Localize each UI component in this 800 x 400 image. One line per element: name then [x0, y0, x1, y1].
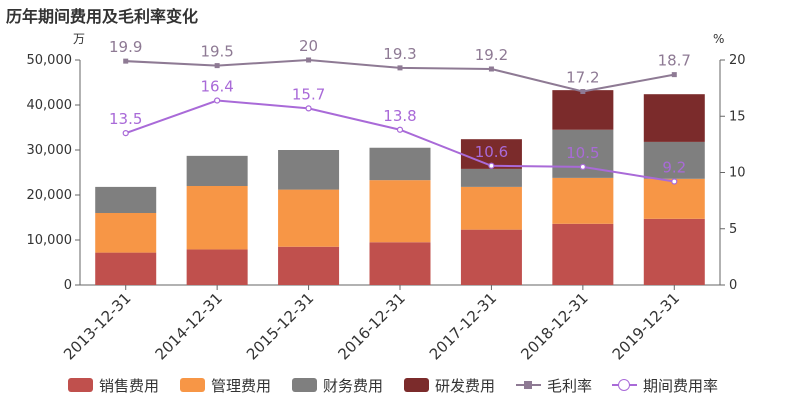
- chart-title: 历年期间费用及毛利率变化: [6, 7, 199, 26]
- point-expense_rate: [305, 105, 312, 112]
- point-gross_margin: [580, 89, 586, 94]
- point-expense_rate: [579, 163, 586, 170]
- right-tick-label: 15: [729, 109, 746, 124]
- bar-admin: [186, 186, 248, 250]
- left-tick-label: 20,000: [27, 188, 73, 203]
- bar-admin: [643, 178, 705, 219]
- data-label-gross_margin: 17.2: [566, 69, 599, 87]
- bar-admin: [278, 189, 340, 247]
- point-gross_margin: [214, 63, 220, 69]
- point-gross_margin: [671, 72, 677, 78]
- bar-rnd: [643, 94, 705, 142]
- bar-admin: [552, 177, 614, 224]
- right-axis-unit: %: [713, 32, 724, 46]
- right-tick-label: 0: [729, 278, 737, 293]
- data-label-expense_rate: 10.5: [566, 144, 599, 162]
- legend-label-sales: 销售费用: [99, 376, 160, 395]
- bar-sales: [186, 249, 248, 285]
- x-tick-label: 2018-12-31: [517, 289, 591, 363]
- right-tick-label: 10: [729, 166, 746, 181]
- data-label-gross_margin: 20: [299, 37, 318, 55]
- data-label-expense_rate: 13.5: [109, 110, 142, 128]
- point-expense_rate: [396, 126, 404, 133]
- data-label-gross_margin: 19.5: [200, 43, 233, 61]
- left-tick-label: 30,000: [27, 143, 73, 158]
- bar-sales: [552, 223, 614, 285]
- data-label-gross_margin: 19.2: [475, 46, 508, 64]
- legend-item-expense-rate[interactable]: 期间费用率: [612, 373, 718, 397]
- data-label-expense_rate: 13.8: [383, 107, 416, 125]
- legend-item-sales[interactable]: 销售费用: [68, 373, 159, 397]
- bar-finance: [278, 150, 340, 190]
- legend-label-gross-margin: 毛利率: [547, 376, 593, 395]
- bar-finance: [95, 186, 157, 213]
- left-axis-unit: 万: [73, 32, 85, 46]
- legend-swatch-rnd: [404, 378, 429, 392]
- legend-item-rnd[interactable]: 研发费用: [404, 373, 495, 397]
- legend-label-expense-rate: 期间费用率: [643, 376, 719, 395]
- left-tick-label: 0: [64, 278, 72, 293]
- point-expense_rate: [671, 178, 678, 185]
- legend-swatch-sales: [68, 378, 93, 392]
- data-label-expense_rate: 10.6: [475, 143, 508, 161]
- legend-item-gross-margin[interactable]: 毛利率: [516, 373, 592, 397]
- bar-admin: [369, 180, 431, 243]
- bar-sales: [278, 246, 340, 285]
- x-tick-label: 2019-12-31: [609, 289, 683, 363]
- data-label-expense_rate: 9.2: [662, 159, 686, 177]
- x-tick-label: 2016-12-31: [334, 289, 408, 363]
- legend: 销售费用 管理费用 财务费用 研发费用 毛利率 期间费用率: [0, 373, 800, 397]
- left-tick-label: 50,000: [27, 53, 73, 68]
- bar-sales: [95, 252, 157, 285]
- data-label-gross_margin: 19.9: [109, 38, 142, 56]
- data-label-gross_margin: 18.7: [658, 52, 691, 70]
- legend-swatch-admin: [180, 378, 205, 392]
- bar-finance: [643, 141, 705, 179]
- data-label-expense_rate: 15.7: [292, 85, 325, 103]
- right-tick-label: 20: [729, 53, 746, 68]
- bar-finance: [369, 147, 431, 181]
- legend-label-finance: 财务费用: [323, 376, 384, 395]
- legend-item-admin[interactable]: 管理费用: [180, 373, 271, 397]
- legend-line-gross-margin: [516, 378, 541, 392]
- legend-label-rnd: 研发费用: [435, 376, 496, 395]
- bar-finance: [186, 155, 248, 186]
- x-tick-label: 2015-12-31: [243, 289, 317, 363]
- right-tick-label: 5: [729, 222, 737, 237]
- legend-swatch-finance: [292, 378, 317, 392]
- legend-item-finance[interactable]: 财务费用: [292, 373, 383, 397]
- left-tick-label: 10,000: [27, 233, 73, 248]
- x-tick-label: 2013-12-31: [60, 289, 134, 363]
- bar-rnd: [552, 90, 614, 130]
- point-gross_margin: [306, 57, 312, 63]
- data-label-gross_margin: 19.3: [383, 45, 416, 63]
- x-tick-label: 2014-12-31: [152, 289, 226, 363]
- bar-finance: [460, 168, 522, 187]
- bar-sales: [369, 242, 431, 285]
- x-tick-label: 2017-12-31: [426, 289, 500, 363]
- point-expense_rate: [488, 162, 495, 169]
- bar-sales: [643, 218, 705, 285]
- point-expense_rate: [122, 130, 129, 137]
- bar-admin: [460, 186, 522, 230]
- bar-sales: [460, 229, 522, 285]
- legend-line-expense-rate: [612, 378, 637, 392]
- legend-label-admin: 管理费用: [211, 376, 272, 395]
- point-expense_rate: [214, 97, 221, 104]
- data-label-expense_rate: 16.4: [200, 78, 233, 96]
- left-tick-label: 40,000: [27, 98, 73, 113]
- point-gross_margin: [123, 58, 129, 64]
- point-gross_margin: [488, 66, 494, 72]
- point-gross_margin: [397, 65, 403, 71]
- bar-admin: [95, 213, 157, 253]
